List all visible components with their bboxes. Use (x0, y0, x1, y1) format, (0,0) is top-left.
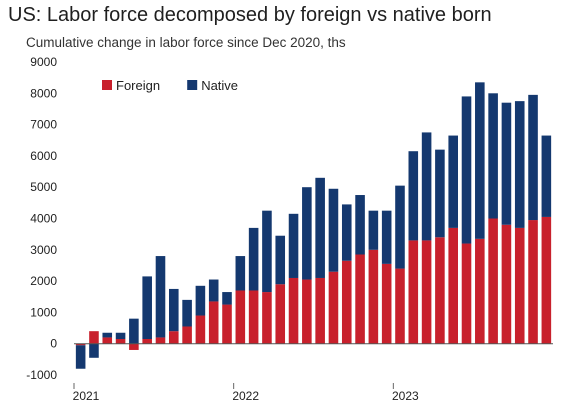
bar-foreign (528, 220, 538, 344)
bar-native (75, 345, 86, 369)
bar-foreign (248, 290, 259, 344)
legend-swatch-native (187, 80, 198, 90)
bar-native (408, 151, 419, 241)
bars-layer (75, 82, 552, 369)
y-tick-label: 6000 (30, 149, 57, 163)
bar-native (302, 187, 312, 280)
bar-native (275, 235, 286, 285)
bar-foreign (222, 304, 232, 344)
legend-label-foreign: Foreign (116, 78, 160, 93)
bar-native (541, 135, 552, 217)
bar-foreign (262, 292, 272, 344)
bar-foreign (288, 277, 299, 344)
bar-foreign (182, 326, 192, 344)
chart-title: US: Labor force decomposed by foreign vs… (8, 4, 492, 26)
bar-native (89, 343, 99, 358)
x-tick-label: 2021 (73, 389, 100, 403)
bar-foreign (142, 339, 152, 344)
bar-foreign (541, 216, 552, 344)
y-tick-label: 2000 (30, 274, 57, 288)
bar-foreign (408, 240, 419, 344)
bar-native (182, 299, 192, 327)
bar-native (435, 149, 445, 238)
bar-foreign (208, 301, 219, 344)
bar-native (514, 101, 525, 228)
bar-native (355, 195, 365, 255)
bar-native (341, 204, 352, 261)
bar-native (208, 279, 219, 302)
bar-native (501, 102, 512, 225)
bar-foreign (341, 260, 352, 344)
y-tick-label: -1000 (26, 368, 57, 382)
axes-layer: -1000 0 1000 2000 3000 4000 5000 6000 7000 8000 90… (26, 55, 553, 403)
bar-native (368, 210, 379, 250)
legend-swatch-foreign (102, 80, 112, 90)
bar-native (222, 292, 232, 305)
bar-native (115, 332, 126, 340)
bar-foreign (89, 331, 99, 344)
y-tick-label: 8000 (30, 86, 57, 100)
bar-foreign (235, 290, 246, 344)
bar-native (421, 132, 432, 241)
y-tick-label: 0 (50, 337, 57, 351)
bar-native (248, 227, 259, 291)
bar-foreign (461, 243, 472, 344)
bar-foreign (514, 227, 525, 344)
bar-foreign (129, 343, 139, 350)
bar-foreign (435, 237, 445, 344)
y-tick-label: 4000 (30, 212, 57, 226)
bar-foreign (155, 337, 166, 344)
bar-native (169, 288, 179, 332)
bar-native (235, 256, 246, 291)
bar-foreign (75, 343, 86, 346)
bar-foreign (488, 218, 498, 344)
bar-native (395, 185, 405, 269)
bar-native (102, 332, 113, 338)
x-tick-label: 2023 (392, 389, 419, 403)
bar-foreign (421, 240, 432, 344)
bar-foreign (328, 271, 339, 344)
legend-label-native: Native (201, 78, 238, 93)
legend: Foreign Native (102, 78, 238, 93)
y-tick-label: 7000 (30, 118, 57, 132)
bar-foreign (315, 277, 325, 344)
bar-native (461, 96, 472, 244)
bar-native (488, 93, 498, 219)
chart-subtitle: Cumulative change in labor force since D… (26, 35, 346, 50)
x-tick-label: 2022 (232, 389, 259, 403)
bar-foreign (448, 227, 458, 344)
bar-native (155, 256, 166, 338)
bar-foreign (302, 279, 312, 344)
bar-native (195, 285, 206, 316)
bar-native (448, 135, 458, 228)
y-tick-label: 5000 (30, 180, 57, 194)
bar-native (142, 276, 152, 339)
bar-foreign (381, 263, 392, 344)
y-tick-label: 1000 (30, 305, 57, 319)
bar-native (262, 210, 272, 293)
bar-native (288, 213, 299, 278)
bar-foreign (368, 249, 379, 344)
y-tick-label: 9000 (30, 55, 57, 69)
bar-foreign (355, 254, 365, 344)
bar-native (129, 318, 139, 344)
bar-native (528, 94, 538, 221)
bar-native (315, 177, 325, 278)
bar-foreign (115, 339, 126, 344)
bar-foreign (195, 315, 206, 344)
bar-foreign (102, 337, 113, 344)
bar-native (328, 188, 339, 272)
bar-native (475, 82, 485, 239)
bar-foreign (395, 268, 405, 344)
y-tick-label: 3000 (30, 243, 57, 257)
bar-foreign (275, 284, 286, 344)
bar-foreign (169, 331, 179, 344)
bar-foreign (501, 224, 512, 344)
bar-foreign (475, 238, 485, 344)
bar-native (381, 210, 392, 264)
